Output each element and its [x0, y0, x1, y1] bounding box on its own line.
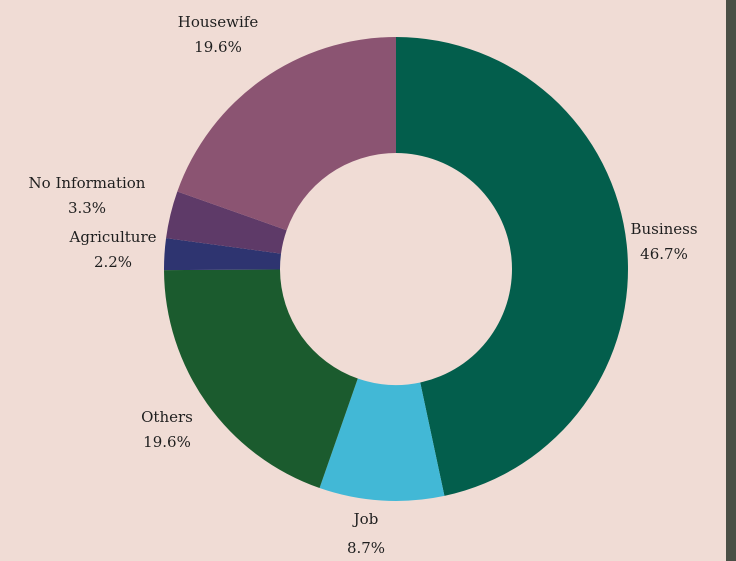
- slice-label: Others: [141, 408, 193, 426]
- slice-value-label: 2.2%: [94, 253, 132, 271]
- side-photo-strip: [726, 0, 736, 561]
- slice-label: No Information: [29, 174, 146, 192]
- slice: [166, 191, 287, 254]
- slice-label: Job: [352, 510, 379, 528]
- slice: [164, 269, 358, 489]
- slice-value-label: 19.6%: [143, 433, 191, 451]
- slice: [319, 378, 445, 501]
- slice: [396, 37, 628, 496]
- slice-value-label: 3.3%: [68, 199, 106, 217]
- slice-label: Housewife: [178, 13, 259, 31]
- slice-value-label: 8.7%: [347, 539, 385, 557]
- slice: [163, 238, 282, 271]
- slice-value-label: 46.7%: [640, 245, 688, 263]
- slice: [177, 37, 396, 231]
- slice-label: Business: [630, 220, 697, 238]
- slice-label: Agriculture: [69, 228, 157, 246]
- slice-value-label: 19.6%: [194, 38, 242, 56]
